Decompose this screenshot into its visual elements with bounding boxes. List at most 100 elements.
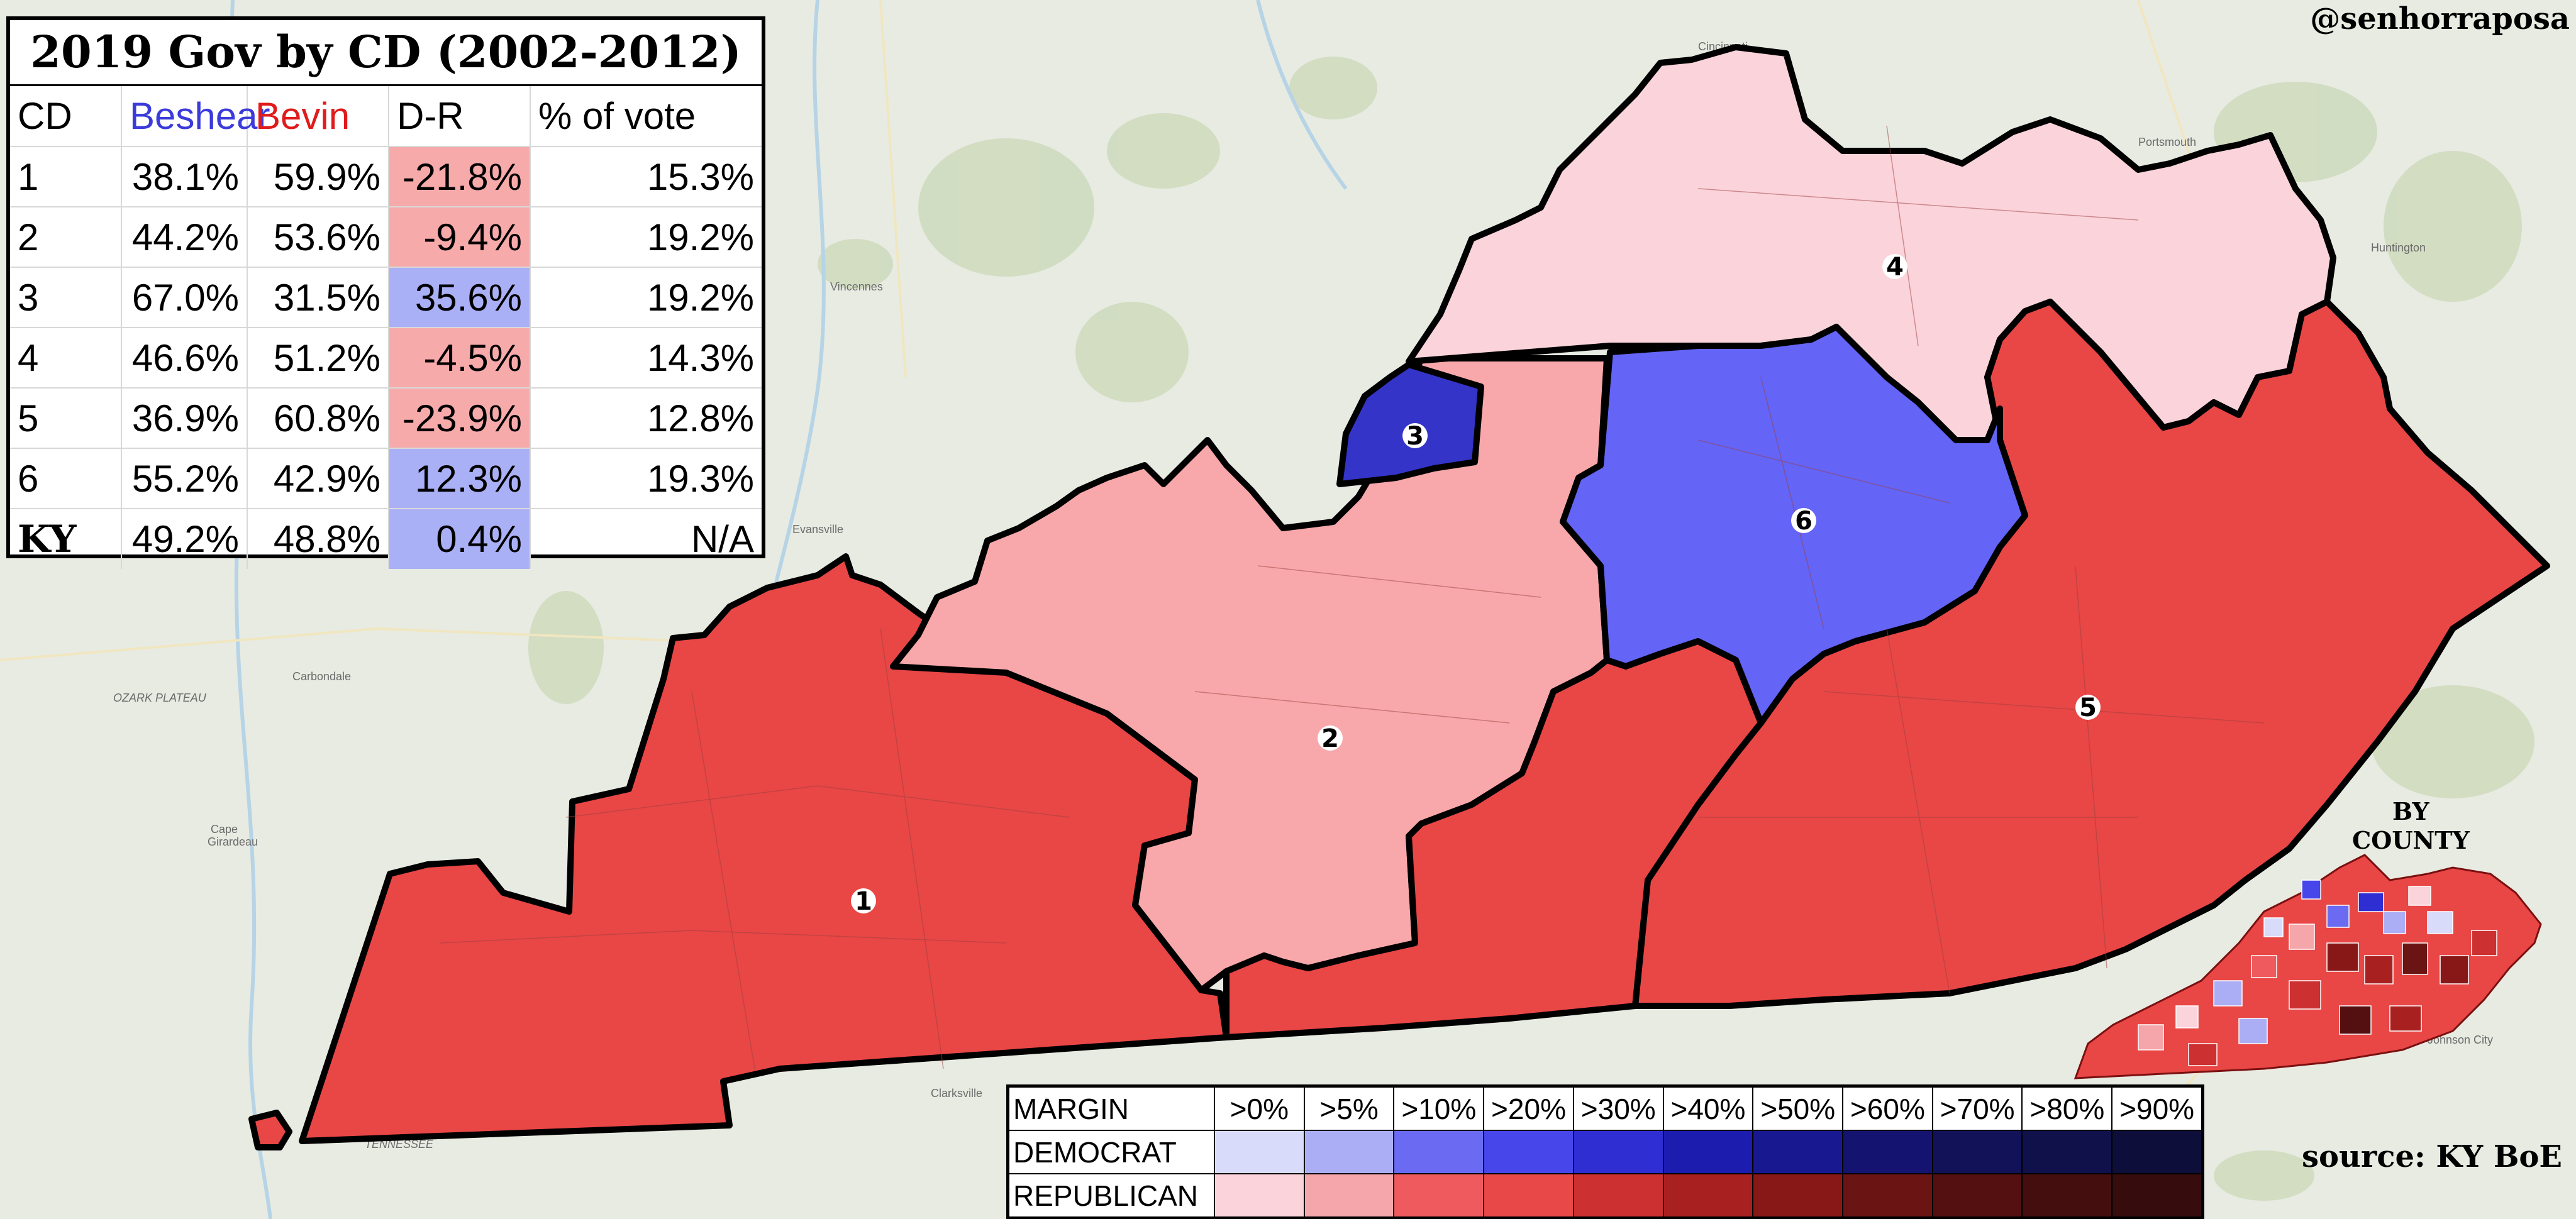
legend-democrat-swatch (1662, 1130, 1754, 1174)
legend-democrat-label: DEMOCRAT (1008, 1130, 1215, 1174)
legend-republican-row: REPUBLICAN (1008, 1173, 2202, 1218)
cell-cd: 5 (10, 387, 122, 448)
source-credit: source: KY BoE (2302, 1139, 2562, 1174)
cell-margin: 12.3% (389, 448, 531, 509)
header-beshear: Beshear (121, 86, 270, 146)
cell-share: 14.3% (530, 327, 762, 388)
legend-republican-swatch (1662, 1173, 1754, 1218)
cell-cd: 4 (10, 327, 122, 388)
header-bevin: Bevin (247, 86, 389, 146)
legend-democrat-swatch (1214, 1130, 1305, 1174)
cell-share: 19.2% (530, 206, 762, 267)
district-label-4: 4 (1882, 253, 1907, 282)
legend-bin: >60% (1842, 1086, 1933, 1131)
cell-beshear: 38.1% (121, 146, 248, 207)
legend-democrat-swatch (1393, 1130, 1485, 1174)
legend-republican-swatch (1752, 1173, 1844, 1218)
legend-bin: >80% (2021, 1086, 2113, 1131)
cell-margin: 35.6% (389, 267, 531, 328)
district-label-1: 1 (851, 887, 876, 916)
table-row: 3 67.0% 31.5% 35.6% 19.2% (10, 267, 762, 328)
legend-democrat-swatch (2111, 1130, 2202, 1174)
table-header-row: CD Beshear Bevin D-R % of vote (10, 86, 762, 146)
inset-label-line2: COUNTY (2352, 826, 2470, 854)
legend-republican-swatch (1303, 1173, 1395, 1218)
cell-share: N/A (530, 508, 762, 569)
legend-democrat-swatch (1303, 1130, 1395, 1174)
legend-republican-swatch (1393, 1173, 1485, 1218)
header-share: % of vote (538, 95, 696, 137)
legend-democrat-swatch (1483, 1130, 1574, 1174)
district-label-5-text: 5 (2079, 693, 2097, 722)
legend-bin: >0% (1214, 1086, 1305, 1131)
district-label-4-text: 4 (1886, 253, 1904, 282)
cell-margin: -4.5% (389, 327, 531, 388)
svg-text:Girardeau: Girardeau (208, 836, 258, 848)
legend-margin-label: MARGIN (1008, 1086, 1215, 1131)
legend-democrat-swatch (2021, 1130, 2113, 1174)
legend-republican-swatch (1214, 1173, 1305, 1218)
cell-beshear: 55.2% (121, 448, 248, 509)
cell-share: 19.2% (530, 267, 762, 328)
legend-bin: >90% (2111, 1086, 2202, 1131)
legend-bin: >50% (1752, 1086, 1844, 1131)
cell-bevin: 42.9% (247, 448, 389, 509)
cell-margin: -23.9% (389, 387, 531, 448)
legend-republican-swatch (2021, 1173, 2113, 1218)
district-1-exclave[interactable] (248, 1110, 292, 1150)
legend-grid: MARGIN >0% >5% >10% >20% >30% >40% >50% … (1008, 1086, 2202, 1218)
legend-republican-swatch (1483, 1173, 1574, 1218)
table-row: 2 44.2% 53.6% -9.4% 19.2% (10, 206, 762, 267)
table-row-statewide: KY 49.2% 48.8% 0.4% N/A (10, 508, 762, 569)
cell-bevin: 48.8% (247, 508, 389, 569)
legend-republican-swatch (1931, 1173, 2023, 1218)
header-cd: CD (10, 86, 122, 146)
cell-beshear: 44.2% (121, 206, 248, 267)
legend-democrat-row: DEMOCRAT (1008, 1130, 2202, 1174)
inset-county-map (2074, 854, 2542, 1079)
inset-label: BY COUNTY (2352, 797, 2470, 855)
legend-bin: >10% (1393, 1086, 1485, 1131)
district-1[interactable] (299, 553, 1230, 1144)
cell-share: 12.8% (530, 387, 762, 448)
legend-democrat-swatch (1931, 1130, 2023, 1174)
district-1-south-central[interactable] (1223, 638, 1764, 1040)
legend-bin: >20% (1483, 1086, 1574, 1131)
cell-bevin: 60.8% (247, 387, 389, 448)
basemap-place-names: Evansville Vincennes Carbondale Cape Gir… (113, 40, 2493, 1150)
cell-cd: 2 (10, 206, 122, 267)
cell-cd: KY (10, 508, 122, 569)
cell-margin: -21.8% (389, 146, 531, 207)
cell-beshear: 49.2% (121, 508, 248, 569)
cell-beshear: 36.9% (121, 387, 248, 448)
district-label-6: 6 (1791, 507, 1816, 536)
margin-legend: MARGIN >0% >5% >10% >20% >30% >40% >50% … (1006, 1084, 2204, 1219)
svg-text:Carbondale: Carbondale (292, 670, 351, 683)
cell-beshear: 46.6% (121, 327, 248, 388)
district-label-6-text: 6 (1795, 507, 1813, 536)
legend-bin: >70% (1931, 1086, 2023, 1131)
table-row: 4 46.6% 51.2% -4.5% 14.3% (10, 327, 762, 388)
svg-text:Huntington: Huntington (2371, 241, 2426, 254)
cell-margin: 0.4% (389, 508, 531, 569)
cell-bevin: 59.9% (247, 146, 389, 207)
cell-cd: 6 (10, 448, 122, 509)
svg-text:Vincennes: Vincennes (830, 280, 883, 293)
cell-margin: -9.4% (389, 206, 531, 267)
cell-cd: 1 (10, 146, 122, 207)
legend-republican-swatch (2111, 1173, 2202, 1218)
legend-bin: >5% (1303, 1086, 1395, 1131)
legend-republican-swatch (1572, 1173, 1664, 1218)
district-label-5: 5 (2075, 693, 2101, 722)
header-margin: D-R (389, 86, 531, 146)
district-label-1-text: 1 (855, 887, 872, 916)
cell-bevin: 51.2% (247, 327, 389, 388)
svg-text:OZARK PLATEAU: OZARK PLATEAU (113, 692, 207, 704)
author-credit: @senhorraposa (2310, 1, 2570, 36)
cell-bevin: 53.6% (247, 206, 389, 267)
table-title: 2019 Gov by CD (2002-2012) (10, 20, 762, 86)
cell-bevin: 31.5% (247, 267, 389, 328)
results-table: 2019 Gov by CD (2002-2012) CD Beshear Be… (6, 16, 765, 569)
svg-text:Portsmouth: Portsmouth (2138, 136, 2196, 148)
legend-republican-label: REPUBLICAN (1008, 1173, 1215, 1218)
